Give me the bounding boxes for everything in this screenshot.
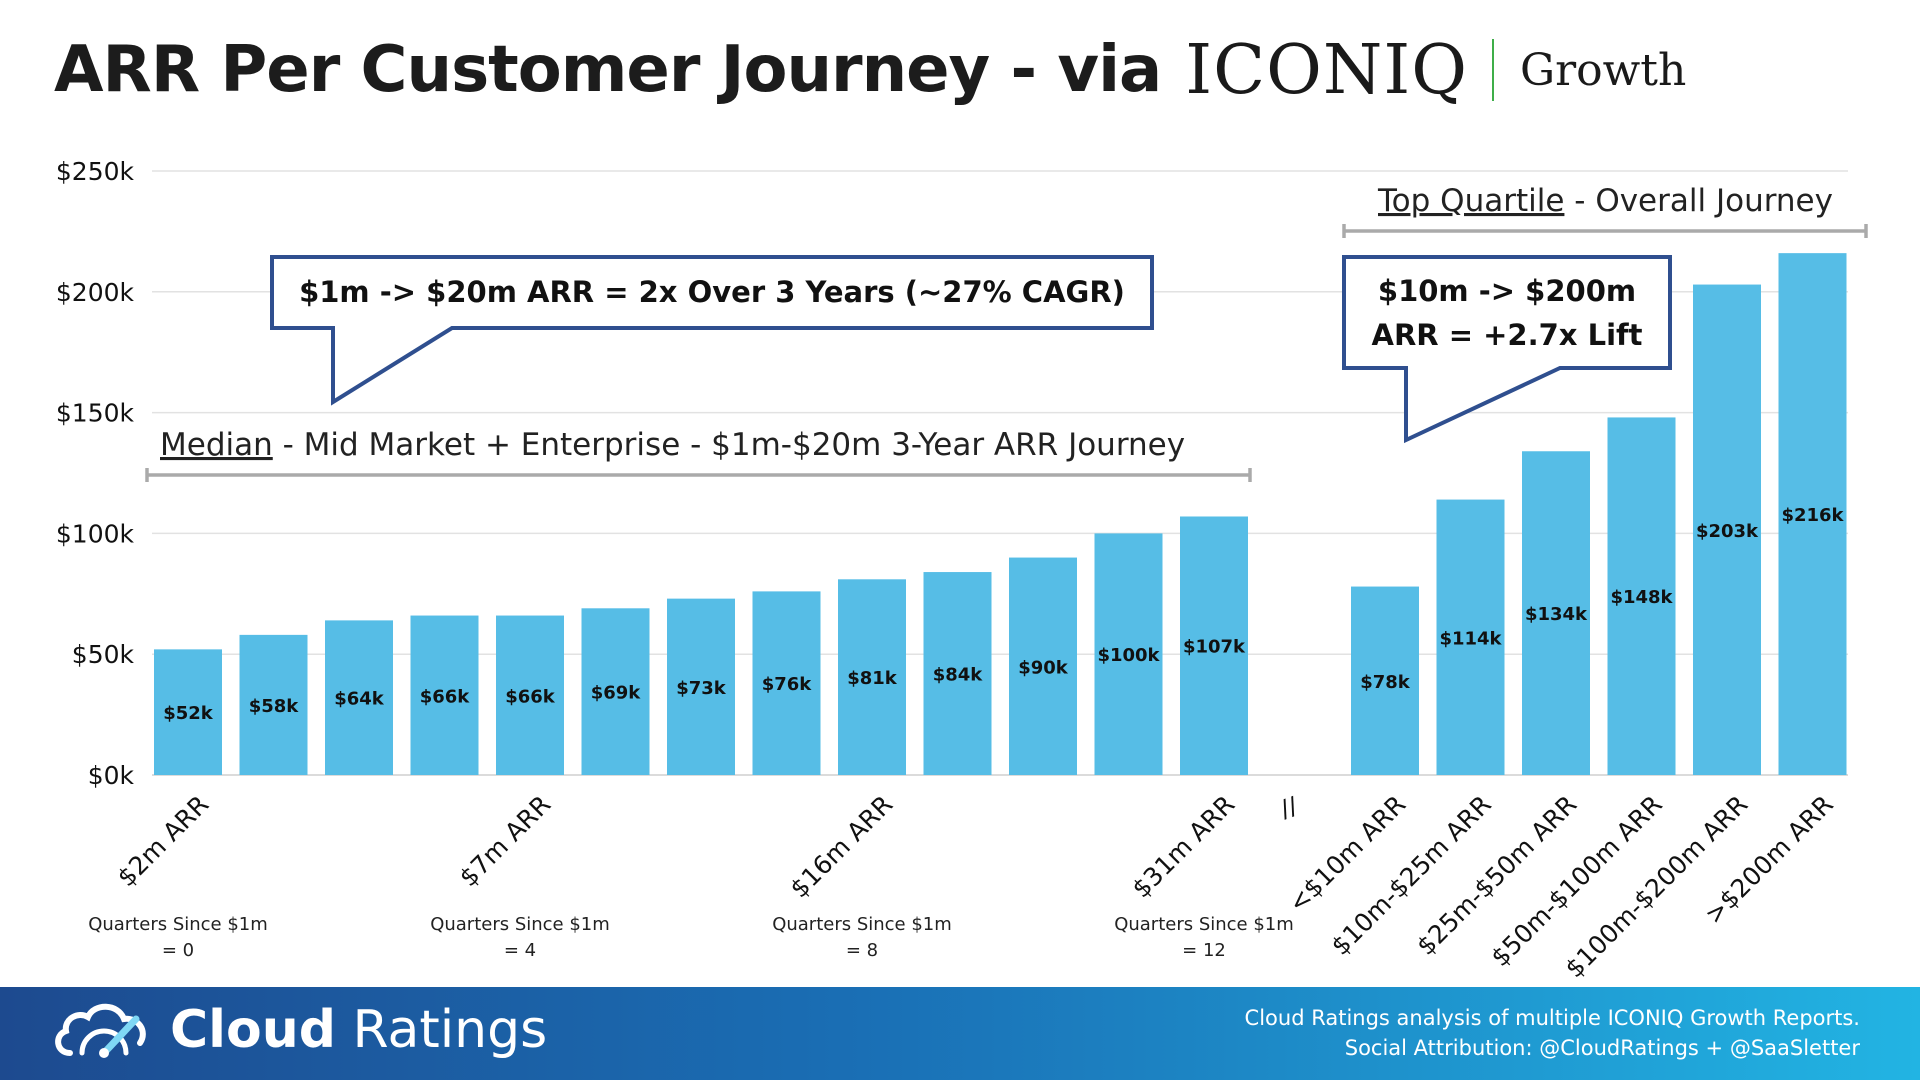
bar [154,649,222,775]
iconiq-growth-logo: ICONIQ Growth [1185,31,1686,110]
footer-note-line1: Cloud Ratings analysis of multiple ICONI… [1244,1006,1860,1030]
brand-name-light: Ratings [335,1000,548,1060]
x-tick-label: $16m ARR [784,790,898,904]
top-quartile-bracket-label-rest: - Overall Journey [1564,183,1833,219]
bar-value-label: $90k [1018,657,1069,678]
bars: $52k $58k $64k $66k $66k $69k $73k $76k $81k $84k… [154,253,1847,776]
bar-value-label: $203k [1696,521,1759,542]
bar [1094,533,1163,775]
y-tick-label: $100k [56,519,135,548]
bar-value-label: $84k [933,665,984,686]
logo-sub-text: Growth [1519,44,1687,96]
x-tick-label: $2m ARR [112,790,215,893]
bar-value-label: $66k [420,686,471,707]
x-tick-label: $7m ARR [454,790,557,893]
bar-value-label: $58k [249,696,300,717]
title-row: ARR Per Customer Journey - via ICONIQ Gr… [54,30,1686,110]
bar [838,579,906,775]
bar [1607,417,1676,775]
x-axis-labels: $2m ARR Quarters Since $1m = 0 $7m ARR Quart… [88,790,1839,984]
y-tick-label: $200k [56,278,135,307]
bar [581,608,650,775]
footer-banner: Cloud Ratings Cloud Ratings analysis of … [0,987,1920,1080]
bar [923,572,992,775]
bar [496,615,564,775]
bar-value-label: $73k [676,678,727,699]
quarters-label: Quarters Since $1m [430,914,610,935]
median-bracket-label-rest: - Mid Market + Enterprise - $1m-$20m 3-Y… [273,427,1185,463]
bar [325,620,393,775]
bar-value-label: $134k [1525,604,1588,625]
top-quartile-bracket-label-underlined: Top Quartile [1377,183,1564,219]
bar-value-label: $107k [1183,637,1246,658]
bar [410,615,479,775]
x-tick-label: $10m-$25m ARR [1326,790,1497,961]
bar-value-label: $76k [762,674,813,695]
bar-value-label: $52k [163,703,214,724]
x-tick-label: $31m ARR [1126,790,1240,904]
x-tick-label: $25m-$50m ARR [1411,790,1582,961]
bar-value-label: $69k [591,683,642,704]
quarters-label: Quarters Since $1m [1114,914,1294,935]
quarters-label: Quarters Since $1m [88,914,268,935]
bar-value-label: $78k [1360,672,1411,693]
chart-title: ARR Per Customer Journey - via [54,33,1162,107]
callout-top-quartile-box [1342,255,1672,444]
bar [239,634,308,775]
y-tick-label: $250k [56,157,135,186]
quarters-value: = 12 [1182,940,1226,961]
y-tick-label: $0k [88,761,135,790]
y-axis: $0k $50k $100k $150k $200k $250k [56,157,135,790]
bar [752,591,821,775]
bar-value-label: $216k [1781,505,1844,526]
bar-value-label: $66k [505,686,556,707]
callout-top-quartile-text: ARR = +2.7x Lift [1372,318,1643,352]
callouts: $1m -> $20m ARR = 2x Over 3 Years (~27% … [270,255,1672,444]
bar [1436,499,1505,775]
bar-value-label: $100k [1097,645,1160,666]
footer-note-line2: Social Attribution: @CloudRatings + @Saa… [1344,1036,1860,1060]
quarters-label: Quarters Since $1m [772,914,952,935]
bar [1009,557,1077,775]
bar [1180,516,1248,775]
quarters-value: = 8 [846,940,878,961]
median-bracket-label: Median - Mid Market + Enterprise - $1m-$… [160,427,1185,463]
axis-break-marker: // [1276,791,1302,823]
bar-chart: $0k $50k $100k $150k $200k $250k $52k $58k $64k… [56,157,1868,984]
bar [1778,253,1847,776]
bar [1522,451,1590,775]
callout-median-box [270,255,1154,406]
logo-main-text: ICONIQ [1185,30,1468,110]
brand-name: Cloud Ratings [170,1000,547,1060]
cloud-gauge-icon [55,1003,146,1058]
brackets: Median - Mid Market + Enterprise - $1m-$… [145,183,1868,482]
callout-median-text: $1m -> $20m ARR = 2x Over 3 Years (~27% … [299,275,1125,309]
quarters-value: = 0 [162,940,194,961]
bar-value-label: $114k [1439,628,1502,649]
callout-top-quartile-text: $10m -> $200m [1378,274,1636,308]
bar [667,598,735,775]
top-quartile-bracket-label: Top Quartile - Overall Journey [1377,183,1833,219]
median-bracket-label-underlined: Median [160,427,273,463]
y-tick-label: $50k [72,640,135,669]
footer-note: Cloud Ratings analysis of multiple ICONI… [1245,1003,1860,1063]
cloud-ratings-logo: Cloud Ratings [52,997,547,1063]
y-tick-label: $150k [56,399,135,428]
bar-value-label: $64k [334,689,385,710]
bar [1693,284,1761,775]
bar-value-label: $81k [847,668,898,689]
brand-name-bold: Cloud [170,1000,336,1060]
bar-value-label: $148k [1610,587,1673,608]
bar [1351,586,1419,775]
quarters-value: = 4 [504,940,536,961]
logo-divider [1491,39,1494,101]
